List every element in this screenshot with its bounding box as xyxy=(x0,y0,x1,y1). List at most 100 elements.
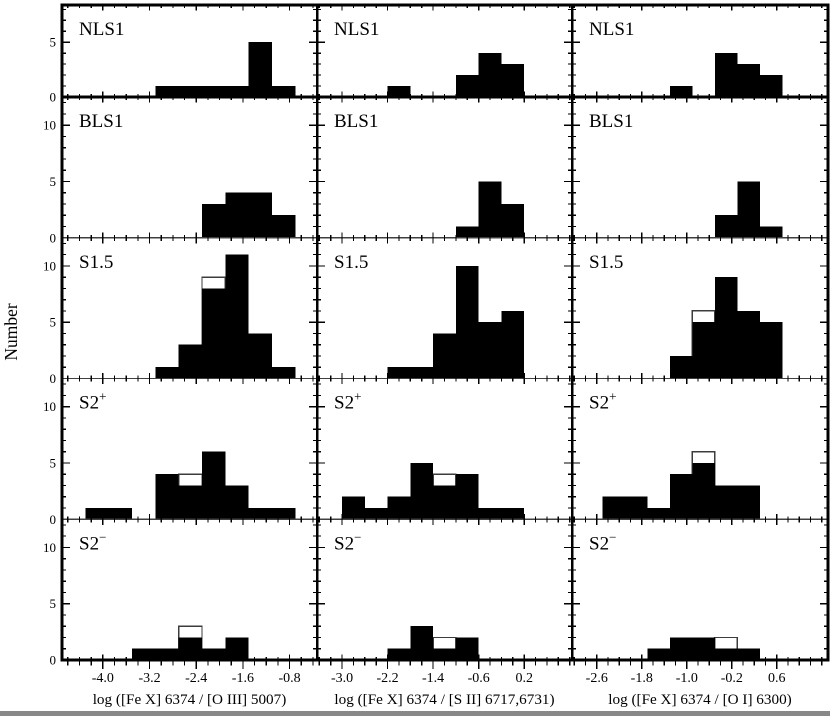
histogram-bar xyxy=(478,181,502,238)
histogram-bar xyxy=(202,451,226,520)
histogram-bar xyxy=(248,192,273,238)
histogram-bar xyxy=(692,322,715,379)
x-axis-title: log ([Fe X] 6374 / [O I] 6300) xyxy=(608,691,791,708)
histogram-bar xyxy=(647,648,670,660)
y-tick-label: 5 xyxy=(50,455,57,470)
histogram-bar xyxy=(759,226,783,238)
x-tick-label: -2.2 xyxy=(376,671,398,686)
panel-S1.5-col1 xyxy=(155,254,296,380)
y-tick-label: 0 xyxy=(50,90,57,105)
x-axis-title: log ([Fe X] 6374 / [O III] 5007) xyxy=(93,691,287,708)
x-tick-label: -2.6 xyxy=(586,671,608,686)
histogram-bar xyxy=(387,86,411,97)
histogram-bar xyxy=(737,648,760,660)
y-tick-label: 5 xyxy=(50,174,57,189)
histogram-bar xyxy=(759,75,783,97)
histogram-bar xyxy=(647,507,670,520)
y-tick-label: 0 xyxy=(50,512,57,527)
x-tick-label: -3.2 xyxy=(138,671,160,686)
histogram-bar xyxy=(669,474,693,520)
histogram-bar xyxy=(433,648,456,660)
y-axis-title: Number xyxy=(1,303,21,361)
histogram-bar xyxy=(155,474,179,520)
histogram-bar xyxy=(272,367,296,379)
panel-class-label: S1.5 xyxy=(334,252,368,273)
histogram-bar xyxy=(501,64,525,97)
panel-class-label: BLS1 xyxy=(79,111,123,132)
histogram-bar xyxy=(737,181,760,238)
y-tick-label: 5 xyxy=(50,596,57,611)
x-tick-label: -1.8 xyxy=(631,671,653,686)
histogram-bar xyxy=(737,64,760,97)
panel-S2−-col3 xyxy=(647,636,760,661)
y-tick-label: 10 xyxy=(43,258,56,273)
histogram-bar xyxy=(202,86,226,97)
y-tick-label: 0 xyxy=(50,230,57,245)
x-tick-label: -0.8 xyxy=(278,671,300,686)
histogram-bar xyxy=(433,333,456,379)
x-axis-title: log ([Fe X] 6374 / [S II] 6717,6731) xyxy=(334,691,554,708)
histogram-bar xyxy=(178,344,203,379)
panel-BLS1-col1 xyxy=(202,192,296,238)
histogram-bar xyxy=(155,86,179,97)
histogram-bar xyxy=(692,462,715,520)
panel-S1.5-col3 xyxy=(669,277,783,380)
y-tick-label: 10 xyxy=(43,540,56,555)
y-tick-label: 0 xyxy=(50,653,57,668)
histogram-bar xyxy=(410,462,434,520)
histogram-bar xyxy=(501,310,525,379)
histogram-bar xyxy=(225,254,249,379)
histogram-bar xyxy=(178,86,203,97)
panel-class-label: NLS1 xyxy=(334,19,379,40)
histogram-bar xyxy=(225,485,249,520)
panel-NLS1-col1 xyxy=(155,42,296,97)
histogram-bar xyxy=(387,648,411,660)
histogram-bar xyxy=(225,637,249,660)
histogram-bar xyxy=(410,626,434,660)
histogram-bar xyxy=(714,485,760,520)
panel-class-label: NLS1 xyxy=(589,19,634,40)
histogram-bar xyxy=(737,310,760,379)
x-tick-label: -1.0 xyxy=(676,671,698,686)
histogram-bar xyxy=(342,496,365,520)
histogram-bar xyxy=(433,485,456,520)
y-tick-label: 5 xyxy=(50,315,57,330)
panel-BLS1-col2 xyxy=(455,181,525,238)
histogram-bar xyxy=(272,86,296,97)
axis-ticks xyxy=(62,5,828,669)
histogram-bar xyxy=(178,637,203,660)
histogram-bar xyxy=(501,203,525,238)
histogram-bar xyxy=(455,226,479,238)
x-tick-label: -0.6 xyxy=(468,671,490,686)
histogram-bar xyxy=(225,192,249,238)
histogram-bar xyxy=(387,367,411,379)
x-tick-label: -1.6 xyxy=(232,671,254,686)
panel-class-label: S1.5 xyxy=(589,252,623,273)
histogram-bar xyxy=(759,322,783,379)
panel-class-label: S1.5 xyxy=(79,252,113,273)
histogram-bar xyxy=(248,42,273,97)
y-tick-label: 10 xyxy=(43,118,56,133)
histogram-bar xyxy=(455,265,479,379)
histogram-bar xyxy=(178,485,203,520)
x-tick-label: -4.0 xyxy=(92,671,114,686)
panel-NLS1-col3 xyxy=(669,53,783,97)
histogram-bar xyxy=(455,75,479,97)
histogram-bar xyxy=(478,53,502,97)
histogram-bar xyxy=(248,333,273,379)
histogram-bar xyxy=(410,367,434,379)
x-tick-label: 0.6 xyxy=(768,671,786,686)
x-tick-label: -0.2 xyxy=(721,671,743,686)
histogram-bar xyxy=(202,648,226,660)
panel-S2+-col3 xyxy=(602,450,760,520)
histogram-bar xyxy=(714,648,738,660)
panel-BLS1-col3 xyxy=(714,181,783,238)
panel-S2−-col1 xyxy=(132,625,249,661)
histogram-bar xyxy=(669,86,693,97)
histogram-bar xyxy=(202,203,226,238)
histogram-bar xyxy=(714,53,738,97)
y-tick-label: 5 xyxy=(50,35,57,50)
panel-S1.5-col2 xyxy=(387,265,525,379)
y-tick-label: 0 xyxy=(50,371,57,386)
